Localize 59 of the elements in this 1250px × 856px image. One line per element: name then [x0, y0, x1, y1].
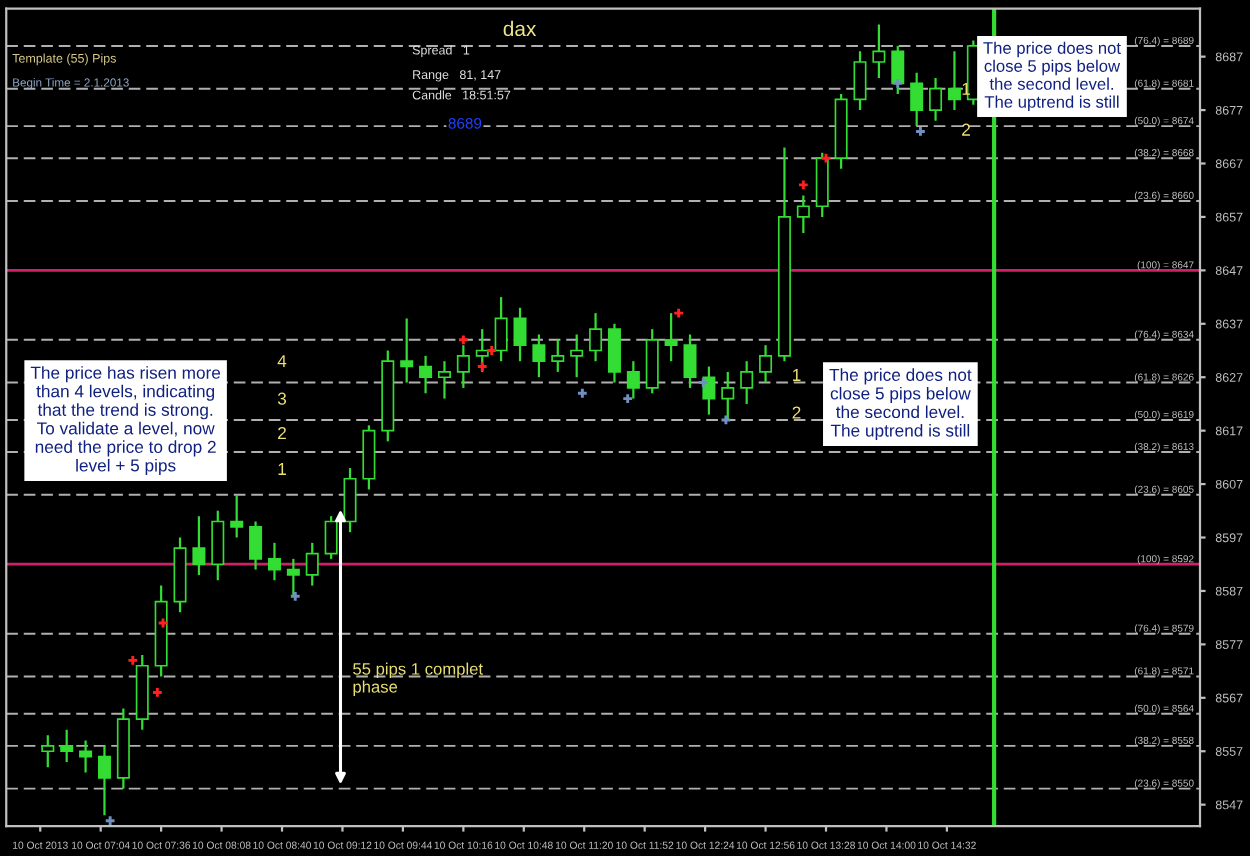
point: [698, 378, 708, 387]
candlestick: [305, 541, 319, 587]
candlestick: [249, 520, 263, 571]
candlestick: [947, 50, 961, 112]
candlestick: [551, 338, 565, 373]
annotation: 2: [278, 426, 286, 439]
annotation: 2: [962, 123, 970, 136]
candlestick: [79, 739, 93, 774]
candlestick: [267, 541, 281, 582]
candlestick: [400, 317, 414, 384]
candlestick: [570, 333, 584, 379]
candlestick: [759, 344, 773, 384]
point: [105, 816, 115, 826]
point: [916, 127, 925, 136]
candlestick: [796, 194, 810, 235]
candlestick: [192, 515, 206, 577]
candlestick: [41, 734, 55, 769]
candlestick: [211, 509, 225, 582]
candlestick: [513, 306, 527, 363]
point: [458, 335, 468, 345]
annotation: 4: [277, 355, 287, 367]
annotation: The price does not close 5 pips below the second level. The uptrend is still: [829, 368, 972, 441]
point: [128, 656, 138, 665]
annotation: 1: [278, 463, 286, 475]
point: [577, 388, 587, 398]
chart-title: dax: [503, 20, 537, 37]
point: [798, 180, 808, 190]
point: [893, 78, 903, 88]
point: [290, 591, 300, 601]
point: [623, 394, 633, 403]
annotation: 2: [792, 406, 801, 419]
point: [152, 688, 162, 697]
candlestick: [589, 312, 603, 363]
annotation: 3: [277, 392, 287, 405]
candlestick: [683, 333, 697, 390]
point: [674, 308, 684, 318]
candlestick: [872, 23, 886, 80]
annotation: 1: [793, 369, 801, 381]
candlestick: [740, 360, 754, 406]
candlestick: [910, 71, 924, 128]
candlestick: [456, 344, 470, 390]
candlestick: [230, 493, 244, 539]
candlestick: [891, 44, 905, 96]
candlestick: [97, 744, 111, 817]
candlestick: [853, 50, 867, 112]
annotation: The price has risen more than 4 levels, indicating that the trend is strong. To validate a level, now need the price to drop 2 level + 5 pips: [30, 366, 221, 475]
candlestick: [929, 76, 943, 122]
candlestick: [437, 360, 451, 400]
annotation: 55 pips 1 complet phase: [353, 662, 483, 697]
candlestick: [286, 557, 300, 598]
candlestick: [626, 360, 640, 400]
candlestick: [721, 370, 735, 422]
annotation: The price does not close 5 pips below the second level. The uptrend is still: [983, 41, 1121, 112]
point: [487, 346, 497, 355]
candlestick: [532, 333, 546, 379]
point: [477, 362, 487, 371]
candlestick: [607, 322, 621, 384]
candlestick: [60, 728, 74, 764]
candlestick: [419, 354, 433, 395]
